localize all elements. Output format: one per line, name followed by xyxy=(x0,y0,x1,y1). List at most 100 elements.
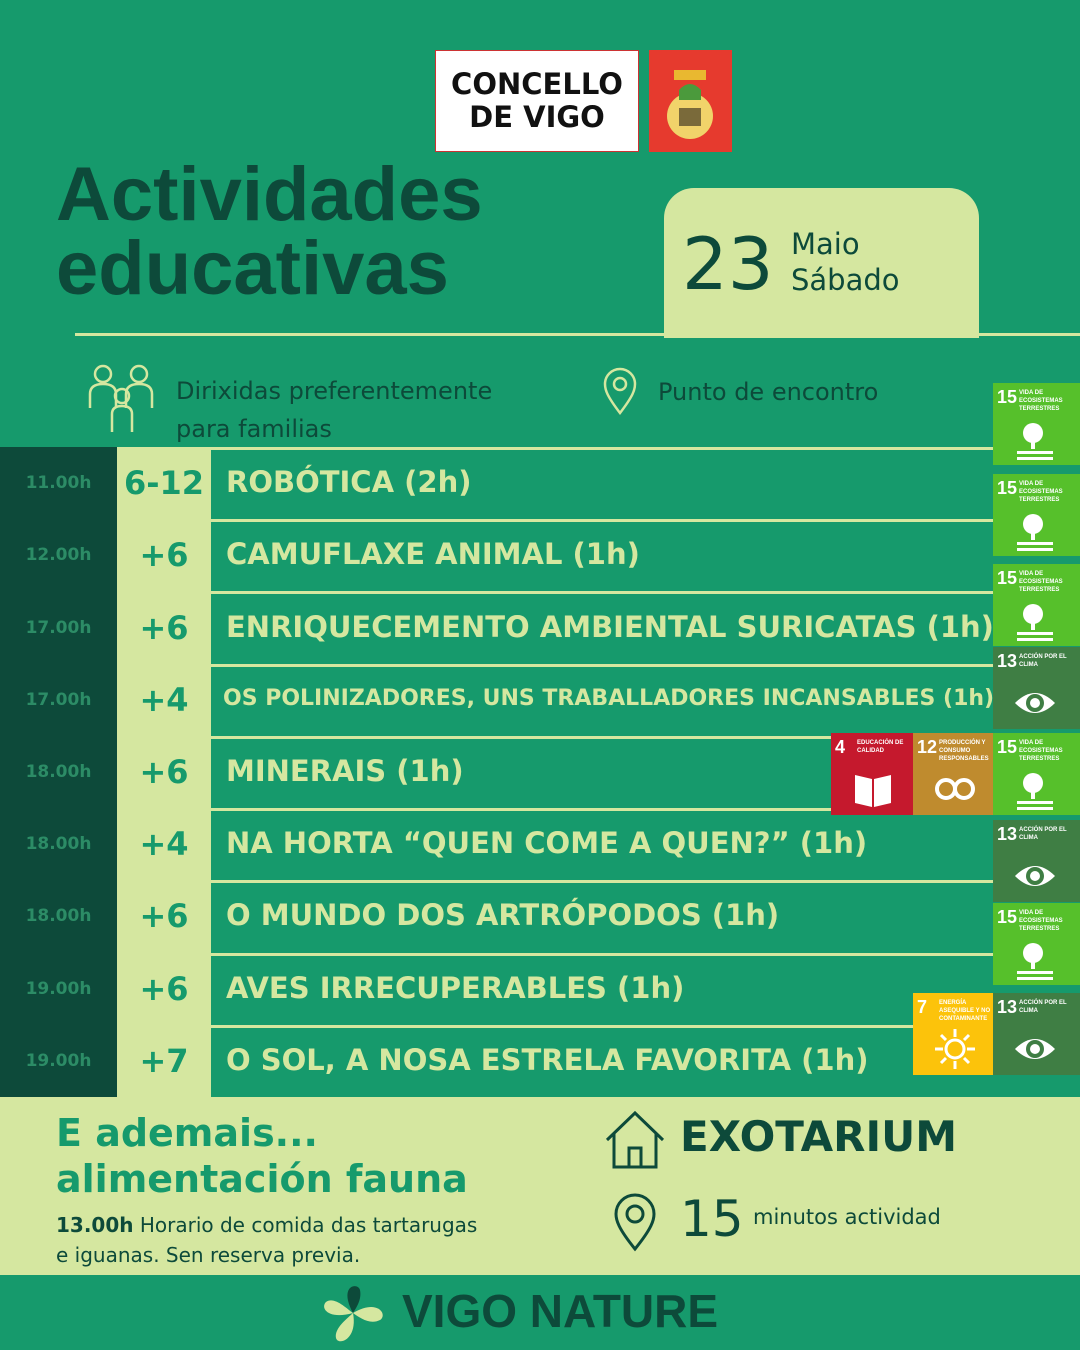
pin-icon xyxy=(614,1193,656,1252)
minutes: 15 xyxy=(680,1190,744,1248)
sdg-label: ACCIÓN POR EL CLIMA xyxy=(1019,654,1067,668)
logo-line: CONCELLO xyxy=(451,67,623,101)
audience-note: Dirixidas preferentemente para familias xyxy=(176,372,492,448)
sdg-icon xyxy=(1015,866,1055,886)
sdg-number: 13 xyxy=(997,997,1018,1017)
age: +6 xyxy=(139,753,189,791)
sdg-badge: 15 VIDA DE ECOSISTEMAS TERRESTRES xyxy=(993,564,1080,646)
sdg-icon xyxy=(1017,514,1053,551)
title: Actividades educativas xyxy=(56,152,483,311)
sdg-icon xyxy=(935,1029,975,1069)
time-column xyxy=(0,447,117,1097)
divider xyxy=(75,333,1080,336)
row-separator xyxy=(211,591,1080,595)
sdg-number: 7 xyxy=(917,997,928,1017)
age: +6 xyxy=(139,969,189,1008)
audience-line: Dirixidas preferentemente xyxy=(176,377,493,405)
extra-line: alimentación fauna xyxy=(56,1157,468,1201)
coat-of-arms xyxy=(649,50,732,152)
activity-name: MINERAIS (1h) xyxy=(226,754,464,788)
activity-name: NA HORTA “QUEN COME A QUEN?” (1h) xyxy=(226,826,868,861)
sdg-label: VIDA DE ECOSISTEMAS TERRESTRES xyxy=(1019,571,1063,593)
sdg-label: PRODUCCIÓN Y CONSUMO RESPONSABLES xyxy=(939,740,989,762)
sdg-number: 13 xyxy=(997,824,1018,844)
age: +4 xyxy=(139,825,189,864)
activity-name: AVES IRRECUPERABLES (1h) xyxy=(226,970,685,1005)
family-icon xyxy=(88,364,154,432)
sdg-badge: 13 ACCIÓN POR EL CLIMA xyxy=(993,647,1080,729)
time: 19.00h xyxy=(25,978,92,999)
sdg-number: 15 xyxy=(997,387,1018,407)
activity-name: O SOL, A NOSA ESTRELA FAVORITA (1h) xyxy=(226,1042,869,1077)
sdg-badge: 13 ACCIÓN POR EL CLIMA xyxy=(993,993,1080,1075)
date-day: 23 xyxy=(682,222,774,306)
sdg-icon xyxy=(855,775,891,807)
sdg-badge: 15 VIDA DE ECOSISTEMAS TERRESTRES xyxy=(993,733,1080,815)
sdg-badge: 4 EDUCACIÓN DE CALIDAD xyxy=(831,733,913,815)
sdg-icon xyxy=(1017,943,1053,980)
sdg-badge: 15 VIDA DE ECOSISTEMAS TERRESTRES xyxy=(993,903,1080,985)
time: 12.00h xyxy=(25,545,92,566)
activity-name: CAMUFLAXE ANIMAL (1h) xyxy=(226,537,640,572)
title-line: Actividades xyxy=(56,152,483,237)
meeting-note: Punto de encontro xyxy=(658,378,879,406)
extra-desc: Horario de comida das tartarugas xyxy=(139,1213,478,1237)
pin-icon xyxy=(603,367,637,416)
logo-line: DE VIGO xyxy=(469,100,605,134)
audience-line: para familias xyxy=(176,415,332,443)
sdg-number: 15 xyxy=(997,907,1018,927)
sdg-label: VIDA DE ECOSISTEMAS TERRESTRES xyxy=(1019,910,1063,932)
sdg-badge: 7 ENERGÍA ASEQUIBLE Y NO CONTAMINANTE xyxy=(913,993,995,1075)
row-separator xyxy=(211,447,1080,450)
sdg-icon xyxy=(1015,693,1055,713)
age: +6 xyxy=(139,536,189,575)
sdg-number: 13 xyxy=(997,651,1018,671)
activity-name: ROBÓTICA (2h) xyxy=(226,465,472,500)
sdg-number: 15 xyxy=(997,568,1018,588)
sdg-badge: 15 VIDA DE ECOSISTEMAS TERRESTRES xyxy=(993,383,1080,465)
age: 6-12 xyxy=(123,464,205,503)
date-weekday: Sábado xyxy=(791,263,900,297)
age: +6 xyxy=(139,897,189,936)
sdg-badge: 13 ACCIÓN POR EL CLIMA xyxy=(993,820,1080,902)
time: 18.00h xyxy=(25,906,92,927)
date-text: Maio Sábado xyxy=(791,226,900,298)
time: 17.00h xyxy=(25,689,92,710)
sdg-icon xyxy=(1017,423,1053,460)
time: 11.00h xyxy=(25,473,92,494)
activity-name: OS POLINIZADORES, UNS TRABALLADORES INCA… xyxy=(223,685,995,711)
date-month: Maio xyxy=(791,227,860,261)
extra-title: E ademais... alimentación fauna xyxy=(56,1110,468,1202)
sdg-label: EDUCACIÓN DE CALIDAD xyxy=(857,740,904,754)
sdg-number: 12 xyxy=(917,737,938,757)
extra-line: e iguanas. Sen reserva previa. xyxy=(56,1243,361,1267)
extra-line: E ademais... xyxy=(56,1111,318,1155)
title-line: educativas xyxy=(56,226,449,311)
extra-line: 13.00h Horario de comida das tartarugas xyxy=(56,1210,477,1240)
sdg-badge: 15 VIDA DE ECOSISTEMAS TERRESTRES xyxy=(993,474,1080,556)
row-separator xyxy=(211,1024,1080,1028)
sdg-label: VIDA DE ECOSISTEMAS TERRESTRES xyxy=(1019,481,1063,503)
row-separator xyxy=(211,663,1080,667)
row-separator xyxy=(211,519,1080,523)
sdg-number: 15 xyxy=(997,478,1018,498)
logo-box xyxy=(435,50,639,152)
row-separator xyxy=(211,735,1080,739)
activity-name: ENRIQUECEMENTO AMBIENTAL SURICATAS (1h) xyxy=(226,609,994,644)
sdg-icon xyxy=(1017,604,1053,641)
age: +6 xyxy=(139,608,189,647)
sdg-label: ENERGÍA ASEQUIBLE Y NO CONTAMINANTE xyxy=(939,1000,991,1022)
sdg-badge: 12 PRODUCCIÓN Y CONSUMO RESPONSABLES xyxy=(913,733,995,815)
brand: VIGO NATURE xyxy=(402,1285,719,1337)
date-box xyxy=(664,188,979,338)
row-separator xyxy=(211,952,1080,956)
sdg-icon xyxy=(935,778,976,800)
age: +4 xyxy=(139,680,189,719)
extra-text: 13.00h Horario de comida das tartarugas … xyxy=(56,1210,477,1270)
bottom-panel xyxy=(0,1097,1080,1275)
venue-name: EXOTARIUM xyxy=(680,1112,958,1161)
row-separator xyxy=(211,880,1080,884)
sdg-label: VIDA DE ECOSISTEMAS TERRESTRES xyxy=(1019,740,1063,762)
sdg-number: 15 xyxy=(997,737,1018,757)
